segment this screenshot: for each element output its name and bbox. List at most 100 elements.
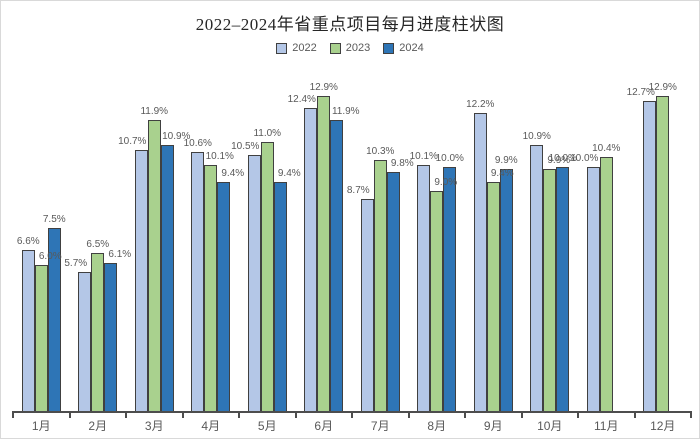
bar [273,182,287,412]
bar [247,155,261,412]
legend-label: 2024 [399,42,424,54]
x-axis-tick [125,411,127,418]
bar [556,167,570,412]
bar-label: 6.5% [86,239,110,250]
bar [373,160,387,412]
bar-label: 9.0% [434,177,458,188]
bar [486,182,500,412]
bar [473,113,487,412]
bar [599,157,613,412]
bar [317,96,331,412]
legend-swatch [329,42,341,54]
legend-item: 2022 [276,42,317,54]
x-axis-tick [68,411,71,418]
bar [147,120,161,412]
x-axis-tick [407,411,410,418]
bar-label: 12.4% [287,94,316,105]
x-axis-tick [181,411,184,418]
legend-swatch [383,42,395,54]
bar [443,167,457,412]
bar-label: 10.6% [183,138,212,149]
bar-label: 11.9% [140,106,169,117]
bar-label: 10.0% [435,153,464,164]
x-axis-tick [12,411,14,418]
x-axis-tick [351,411,353,418]
bar [330,120,344,412]
bar [191,152,205,412]
bar-label: 9.4% [221,168,245,179]
bar [91,253,105,412]
chart-title: 2022–2024年省重点项目每月进度柱状图 [195,15,505,34]
bar [530,145,544,412]
bar-label: 5.7% [64,258,88,269]
bar [417,165,431,412]
x-axis-label: 11月 [594,419,619,433]
bar-label: 10.0% [570,153,599,164]
bar [586,167,600,412]
bar-label: 7.5% [42,214,66,225]
x-axis-tick [520,411,523,418]
x-axis-tick [464,411,466,418]
bar-label: 9.4% [490,168,514,179]
x-axis-label: 4月 [201,419,221,433]
bar-label: 9.4% [277,168,301,179]
x-axis-label: 12月 [650,419,676,433]
x-axis-label: 5月 [257,419,277,433]
x-axis-tick [294,411,297,418]
bar-label: 10.9% [522,131,551,142]
bar-label: 6.6% [16,236,40,247]
bar-label: 8.7% [346,185,370,196]
bar-label: 6.1% [108,249,132,260]
bar-label: 10.4% [592,143,621,154]
x-axis-label: 10月 [537,419,563,433]
bar-label: 11.9% [331,106,360,117]
legend-label: 2023 [345,42,371,54]
bar [78,272,92,412]
bar [134,150,148,412]
bar [217,182,231,412]
bar-label: 10.3% [366,146,395,157]
bar-label: 9.9% [547,155,571,166]
bar-label: 12.2% [466,99,495,110]
bar [386,172,400,412]
bar-label: 10.0% [548,153,577,164]
bar-label: 12.9% [648,82,677,93]
x-axis-label: 1月 [31,419,51,433]
bar-label: 10.1% [205,151,234,162]
x-axis-label: 8月 [427,419,447,433]
bar-label: 11.0% [253,128,282,139]
bar-label: 9.8% [390,158,414,169]
bar [34,265,48,412]
bar [160,145,174,412]
x-axis-label: 2月 [88,419,108,433]
bar [643,101,657,412]
bar-label: 6.0% [38,251,62,262]
x-axis-label: 3月 [144,419,164,433]
bar [430,191,444,412]
bar [47,228,61,412]
x-axis-label: 7月 [370,419,390,433]
bar [304,108,318,412]
bar-label: 10.1% [409,151,438,162]
bar-label: 12.7% [626,87,655,98]
bar [204,165,218,412]
legend: 2022 2023 2024 [1,42,699,54]
bar [499,169,513,412]
bar [360,199,374,412]
x-axis-label: 6月 [314,419,334,433]
bar-label: 10.7% [118,136,147,147]
bar-label: 10.5% [231,141,260,152]
x-axis-tick [577,411,579,418]
bar [656,96,670,412]
bar [260,142,274,412]
x-axis-tick [690,411,692,418]
bar-label: 9.9% [494,155,518,166]
bar [21,250,35,412]
bar-label: 10.9% [162,131,191,142]
bar-label: 12.9% [309,82,338,93]
legend-label: 2022 [292,42,317,54]
x-axis-tick [633,411,636,418]
bar [543,169,557,412]
